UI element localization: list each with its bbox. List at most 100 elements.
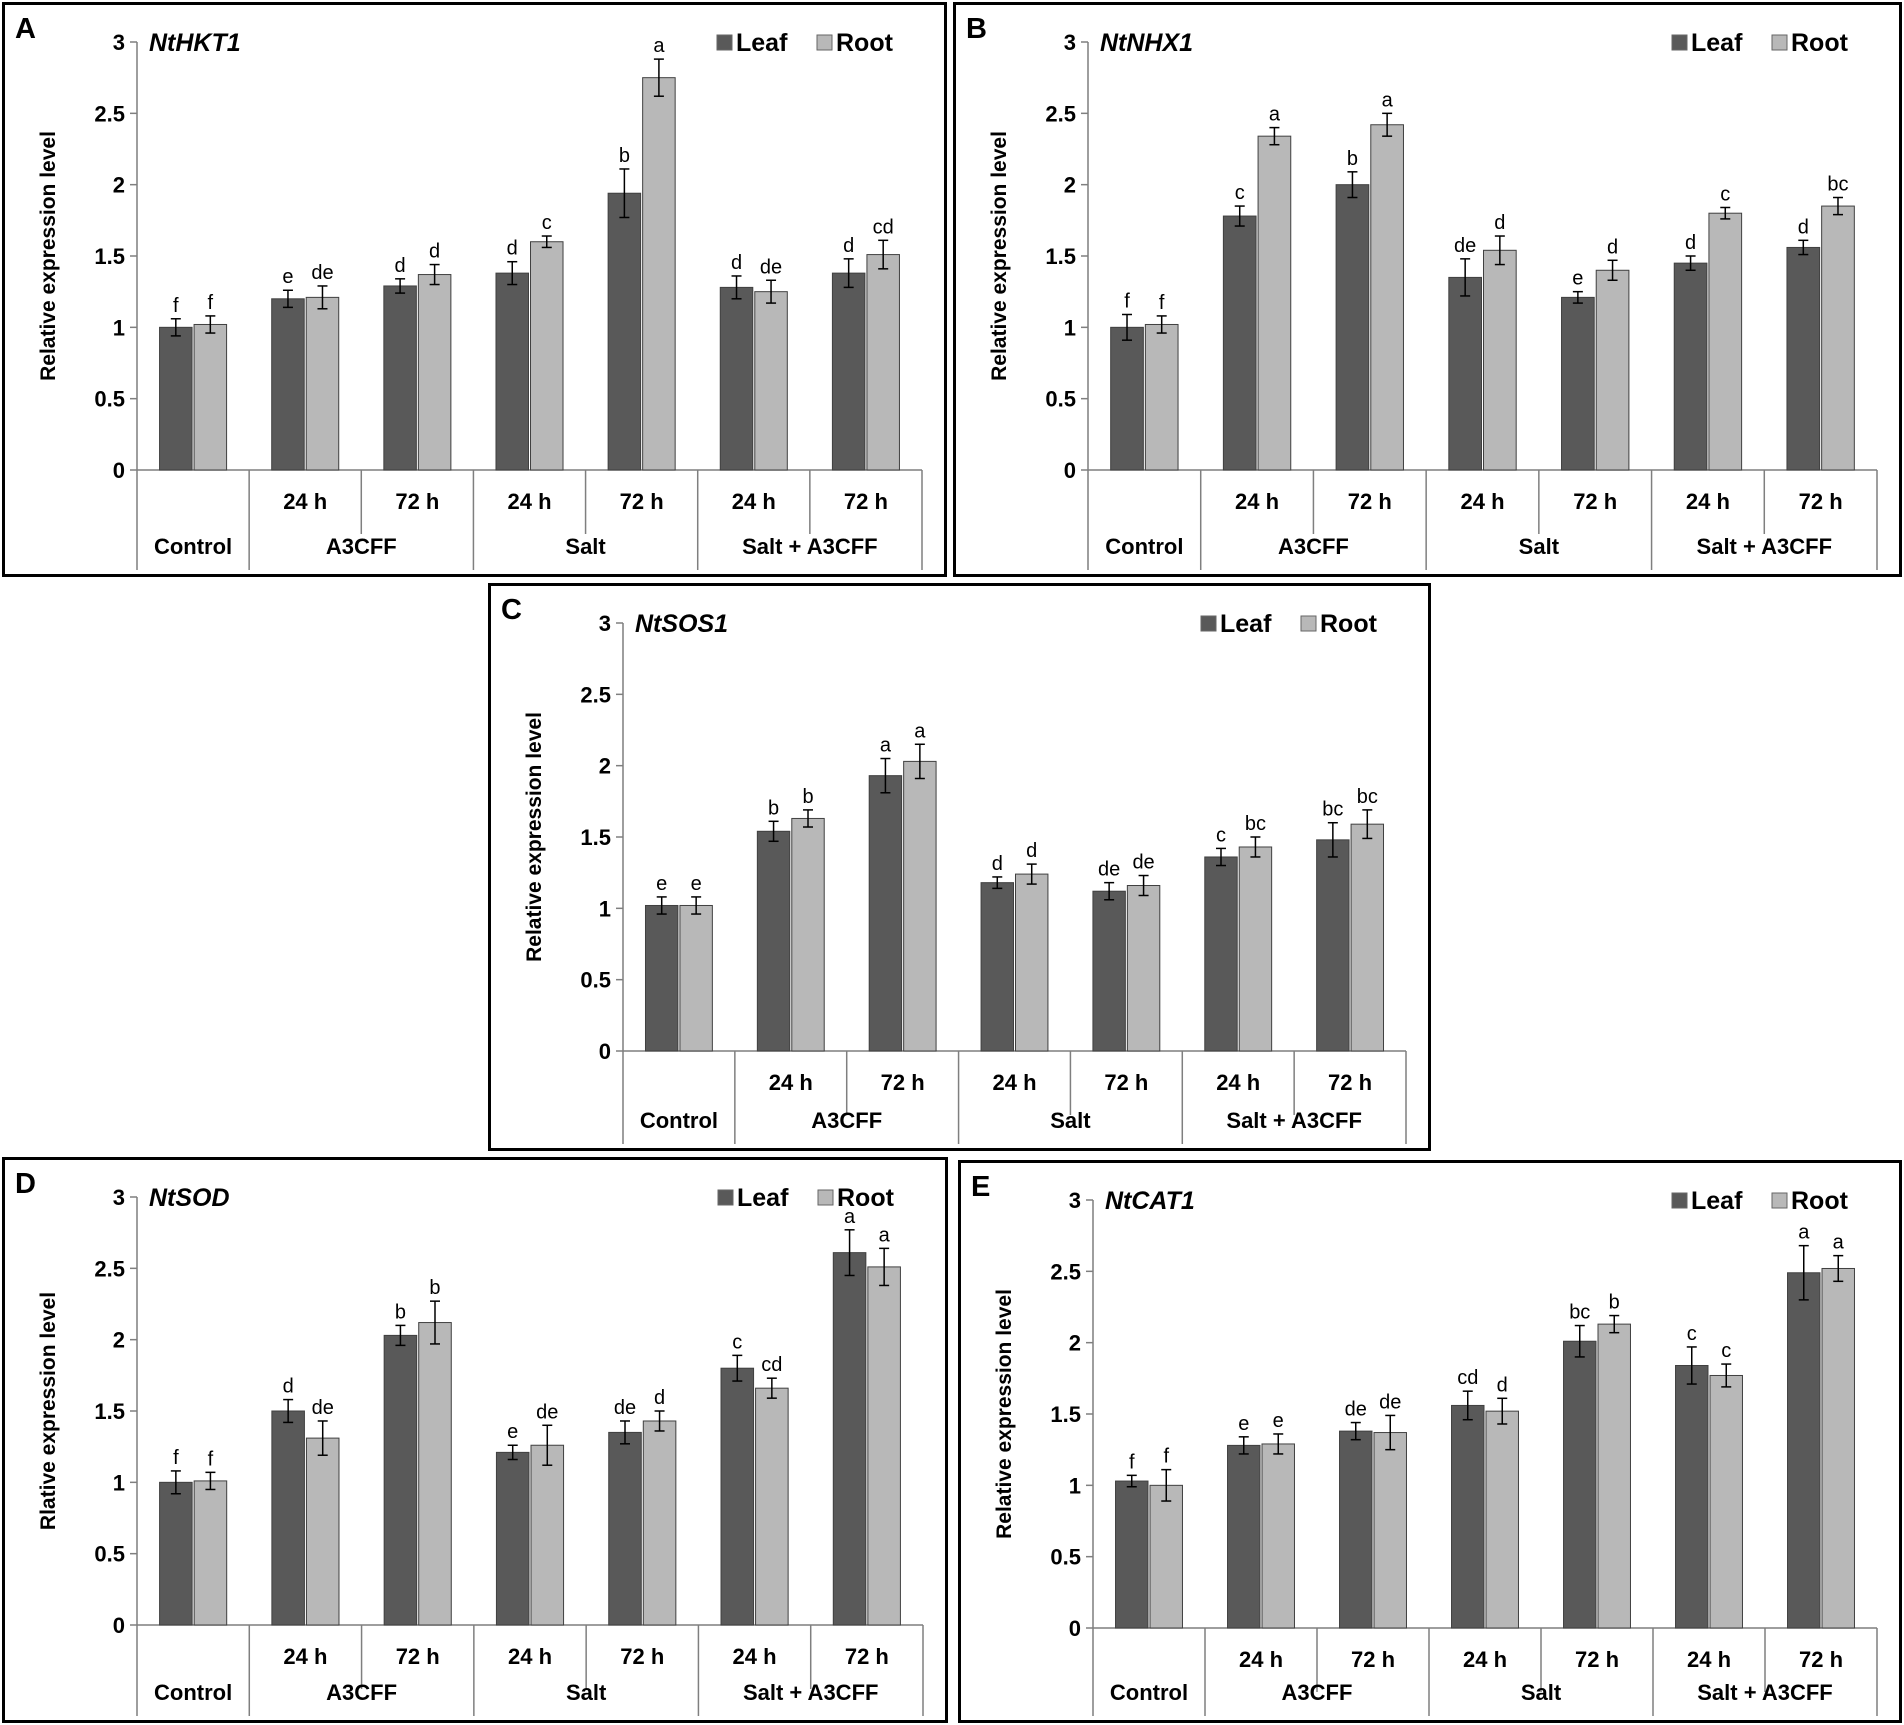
legend-swatch-leaf — [1671, 1192, 1688, 1209]
bar-root — [193, 1480, 228, 1626]
legend-swatch-root — [1771, 34, 1788, 51]
significance-label: bc — [1357, 786, 1378, 808]
y-axis-label: Relative expression level — [37, 131, 60, 381]
x-group-label: Salt — [1521, 1680, 1562, 1705]
chart-panel-c: C NtSOS1 0 0.5 1 1.5 2 2.5 3 Relative expression … — [488, 583, 1431, 1151]
y-tick-label: 0.5 — [94, 1542, 125, 1567]
significance-label: d — [992, 853, 1003, 875]
legend-swatch-leaf — [1671, 34, 1688, 51]
significance-label: c — [542, 212, 552, 234]
y-tick-label: 3 — [113, 30, 125, 55]
significance-label: de — [1454, 235, 1476, 257]
bar-leaf — [1561, 296, 1595, 471]
y-tick-label: 0 — [113, 458, 125, 483]
significance-label: a — [1269, 104, 1281, 126]
significance-label: de — [1132, 852, 1154, 874]
significance-label: b — [429, 1277, 440, 1299]
significance-label: de — [614, 1397, 636, 1419]
bar-root — [305, 1437, 340, 1626]
y-tick-label: 2 — [1064, 173, 1076, 198]
significance-label: c — [1721, 1340, 1731, 1362]
bar-leaf — [1786, 246, 1821, 471]
y-tick-label: 1 — [599, 896, 611, 921]
bar-root — [1485, 1410, 1519, 1629]
significance-label: b — [395, 1301, 406, 1323]
significance-label: f — [173, 295, 179, 317]
significance-label: d — [1607, 236, 1618, 258]
significance-label: e — [507, 1421, 518, 1443]
x-subcategory-label: 24 h — [732, 489, 776, 514]
chart-panel-a: A NtHKT1 0 0.5 1 1.5 2 2.5 3 Relative expression … — [2, 2, 947, 577]
significance-label: e — [656, 873, 667, 895]
bar-root — [418, 1322, 452, 1626]
bar-root — [1709, 1374, 1743, 1629]
x-subcategory-label: 72 h — [620, 1644, 664, 1669]
bar-root — [867, 1266, 901, 1626]
legend-label-root: Root — [836, 29, 894, 57]
significance-label: b — [768, 797, 779, 819]
bar-leaf — [1787, 1272, 1821, 1629]
significance-label: f — [208, 1448, 214, 1470]
bar-root — [1821, 205, 1855, 471]
x-subcategory-label: 24 h — [1216, 1070, 1260, 1095]
bar-root — [866, 254, 900, 471]
x-group-label: Salt + A3CFF — [1697, 534, 1833, 559]
significance-label: e — [691, 873, 702, 895]
bar-root — [530, 1444, 565, 1626]
significance-label: cd — [1457, 1367, 1478, 1389]
bar-root — [305, 296, 340, 471]
significance-label: a — [844, 1206, 856, 1228]
legend-swatch-root — [816, 34, 833, 51]
y-tick-label: 1.5 — [94, 1399, 125, 1424]
bar-leaf — [383, 1334, 418, 1626]
significance-label: bc — [1245, 813, 1266, 835]
significance-label: b — [1609, 1292, 1620, 1314]
significance-label: de — [311, 262, 333, 284]
bar-leaf — [644, 904, 679, 1052]
x-subcategory-label: 72 h — [881, 1070, 925, 1095]
bar-root — [1126, 885, 1161, 1052]
chart-svg-d: D NtSOD 0 0.5 1 1.5 2 2.5 3 Rlative expression le… — [15, 1168, 924, 1716]
significance-label: e — [1238, 1413, 1249, 1435]
significance-label: a — [1382, 89, 1394, 111]
significance-label: d — [654, 1387, 665, 1409]
y-tick-label: 1 — [1064, 315, 1076, 340]
bar-root — [642, 77, 676, 471]
bar-root — [1350, 823, 1385, 1052]
significance-label: de — [1379, 1391, 1401, 1413]
bar-leaf — [1451, 1404, 1485, 1629]
x-subcategory-label: 72 h — [1328, 1070, 1372, 1095]
significance-label: a — [914, 720, 926, 742]
legend-label-root: Root — [837, 1184, 895, 1212]
significance-label: f — [173, 1447, 179, 1469]
x-group-label: A3CFF — [326, 534, 397, 559]
bar-leaf — [159, 326, 193, 471]
significance-label: d — [395, 255, 406, 277]
y-tick-label: 3 — [1064, 30, 1076, 55]
significance-label: f — [208, 292, 214, 314]
legend-swatch-leaf — [716, 34, 733, 51]
x-subcategory-label: 72 h — [1348, 489, 1392, 514]
bar-root — [679, 904, 713, 1052]
significance-label: cd — [761, 1354, 782, 1376]
legend-label-root: Root — [1791, 29, 1849, 57]
significance-label: de — [312, 1397, 334, 1419]
significance-label: d — [429, 241, 440, 263]
y-tick-label: 2 — [113, 1328, 125, 1353]
significance-label: de — [1345, 1399, 1367, 1421]
x-group-label: Control — [154, 534, 232, 559]
chart-svg-e: E NtCAT1 0 0.5 1 1.5 2 2.5 3 Relative expression … — [971, 1171, 1878, 1716]
bar-root — [1595, 269, 1630, 471]
bar-root — [903, 760, 937, 1052]
chart-panel-e: E NtCAT1 0 0.5 1 1.5 2 2.5 3 Relative expression … — [958, 1160, 1902, 1723]
y-tick-label: 1.5 — [94, 244, 125, 269]
x-subcategory-label: 72 h — [1799, 1647, 1843, 1672]
significance-label: f — [1124, 290, 1130, 312]
significance-label: a — [653, 35, 665, 57]
y-tick-label: 3 — [1069, 1188, 1081, 1213]
x-subcategory-label: 24 h — [283, 489, 327, 514]
gene-title: NtCAT1 — [1105, 1187, 1195, 1215]
legend-label-leaf: Leaf — [1220, 610, 1272, 638]
bar-root — [1149, 1484, 1183, 1629]
bar-root — [530, 241, 564, 471]
